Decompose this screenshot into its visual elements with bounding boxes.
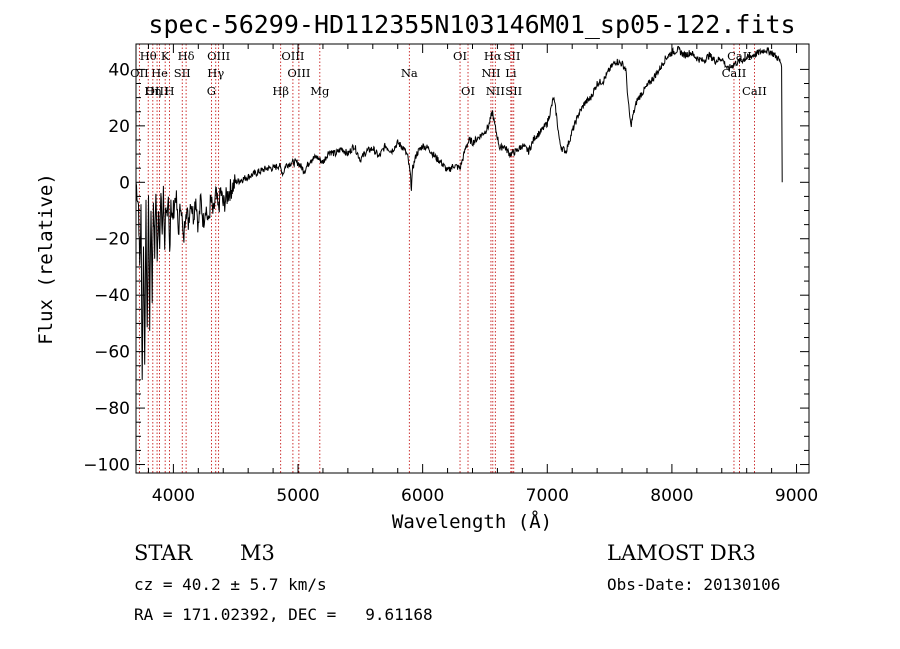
x-tick-label-5: 9000 [775, 486, 818, 506]
y-tick-label-3: −40 [94, 286, 130, 306]
line-label-26: CaII [722, 66, 747, 80]
line-label-8: Hδ [178, 49, 195, 63]
object-subclass: M3 [240, 541, 275, 565]
line-label-6: SII [174, 66, 191, 80]
line-label-20: NII [481, 66, 500, 80]
line-label-0: Hθ [140, 49, 157, 63]
x-axis-label: Wavelength (Å) [392, 510, 552, 533]
y-tick-label-7: 40 [108, 60, 130, 80]
observation-date: Obs-Date: 20130106 [607, 575, 780, 594]
line-label-14: OIII [287, 66, 310, 80]
line-label-5: Hη [144, 84, 161, 98]
plot-frame [135, 43, 810, 474]
y-tick-label-2: −60 [94, 343, 130, 363]
line-label-4: He [151, 66, 168, 80]
line-label-16: Na [401, 66, 418, 80]
y-tick-label-5: 0 [119, 173, 130, 193]
x-tick-label-0: 4000 [152, 486, 195, 506]
object-class: STAR [134, 541, 193, 565]
line-label-2: OIII [146, 84, 169, 98]
y-tick-label-6: 20 [108, 117, 130, 137]
x-tick-label-1: 5000 [276, 486, 319, 506]
redshift-velocity: cz = 40.2 ± 5.7 km/s [134, 575, 327, 594]
line-label-22: SII [504, 49, 521, 63]
ra-dec-coordinates: RA = 171.02392, DEC = 9.61168 [134, 605, 433, 624]
line-label-24: SII [505, 84, 522, 98]
spectrum-line [135, 45, 783, 380]
y-tick-label-4: −20 [94, 230, 130, 250]
x-tick-label-4: 8000 [650, 486, 693, 506]
line-label-27: CaII [742, 84, 767, 98]
line-label-17: OI [453, 49, 467, 63]
x-tick-label-2: 6000 [401, 486, 444, 506]
line-label-23: Li [505, 66, 517, 80]
y-tick-label-1: −80 [94, 399, 130, 419]
x-tick-label-3: 7000 [526, 486, 569, 506]
y-axis-label: Flux (relative) [35, 173, 57, 345]
line-label-13: OIII [281, 49, 304, 63]
line-label-12: Hβ [272, 84, 289, 98]
line-label-21: NII [486, 84, 505, 98]
line-label-7: H [165, 84, 175, 98]
line-label-15: Mg [310, 84, 330, 98]
chart-title: spec-56299-HD112355N103146M01_sp05-122.f… [148, 10, 795, 39]
y-tick-label-0: −100 [83, 456, 130, 476]
line-label-1: OII [130, 66, 149, 80]
line-label-18: OI [461, 84, 475, 98]
line-label-11: G [207, 84, 216, 98]
line-label-3: K [161, 49, 170, 63]
line-label-9: OIII [207, 49, 230, 63]
survey-name: LAMOST DR3 [607, 541, 756, 565]
line-label-19: Hα [484, 49, 502, 63]
line-label-10: Hγ [207, 66, 224, 80]
axis-ticks: 4000 5000 6000 7000 8000 9000 −100 −80 −60 −40 −20… [83, 44, 818, 506]
